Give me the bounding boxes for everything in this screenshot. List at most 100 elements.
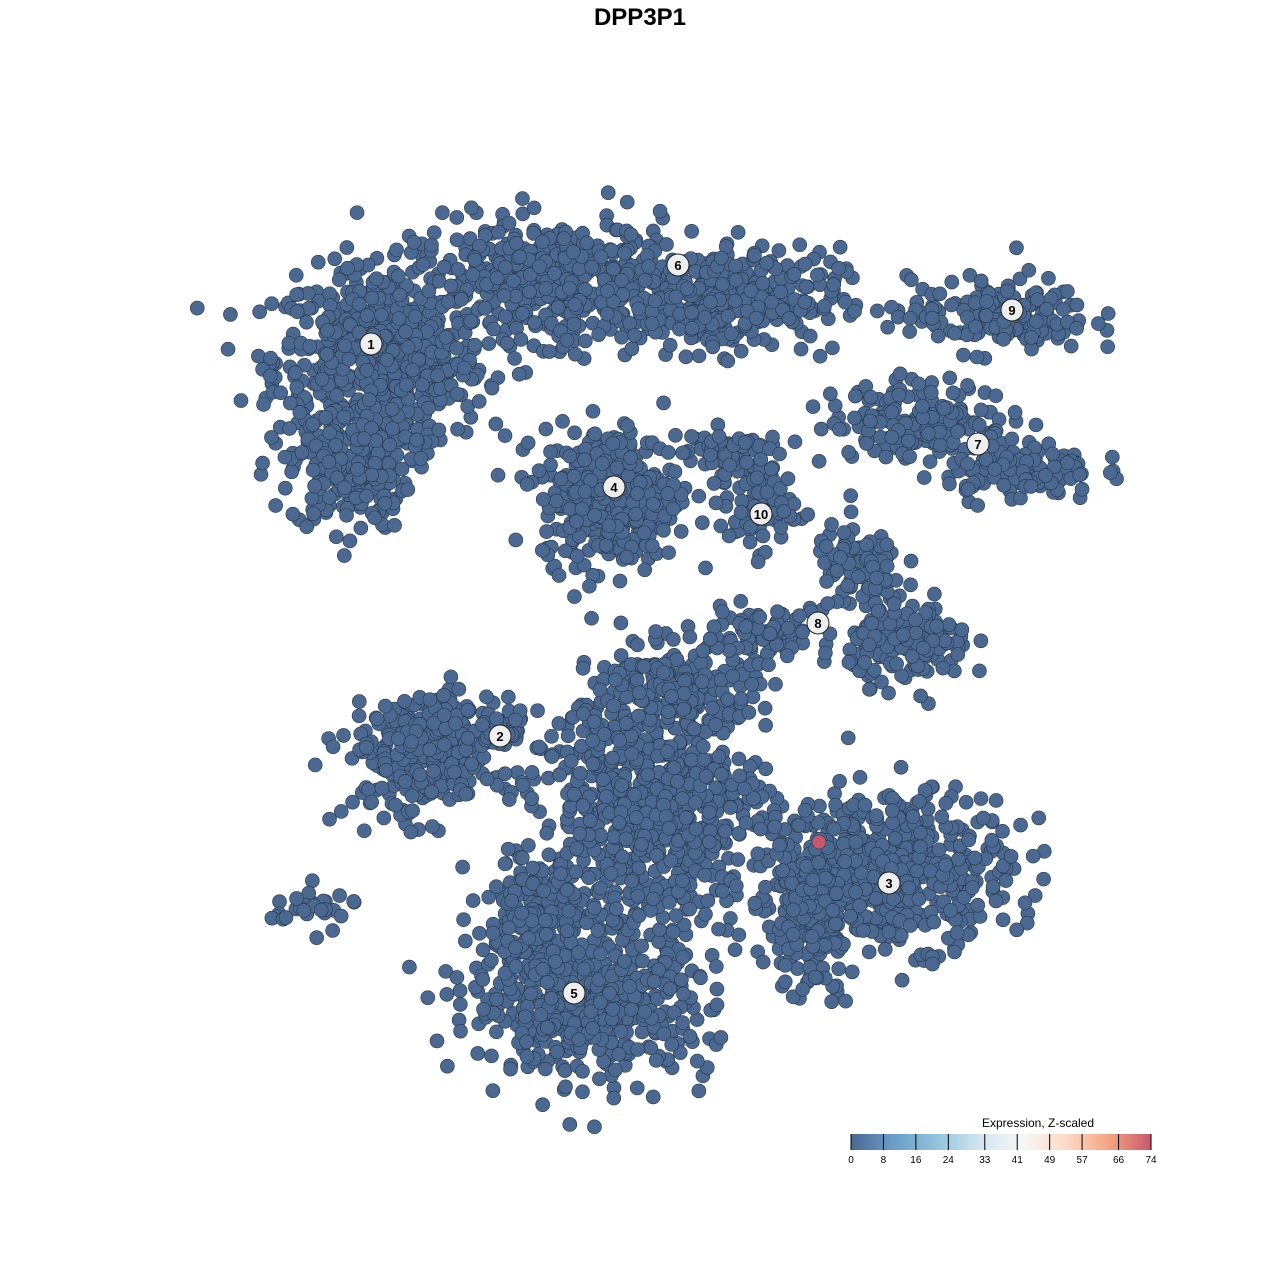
data-point bbox=[1060, 455, 1075, 471]
data-point bbox=[859, 537, 874, 553]
data-point bbox=[587, 1119, 602, 1135]
data-point bbox=[944, 297, 959, 313]
data-point bbox=[644, 316, 660, 331]
data-point bbox=[988, 893, 1004, 909]
data-point bbox=[322, 425, 338, 441]
data-point bbox=[294, 445, 310, 460]
data-point bbox=[1017, 895, 1033, 911]
data-point bbox=[606, 1090, 622, 1106]
data-point bbox=[475, 972, 491, 987]
data-point bbox=[608, 1062, 623, 1078]
data-point bbox=[998, 873, 1014, 888]
data-point bbox=[289, 380, 305, 395]
data-point bbox=[477, 301, 493, 316]
data-point bbox=[861, 944, 877, 960]
data-point bbox=[714, 604, 730, 620]
data-point bbox=[277, 480, 293, 496]
data-point bbox=[287, 365, 303, 380]
data-point bbox=[988, 388, 1004, 404]
data-point bbox=[328, 529, 344, 545]
data-point bbox=[364, 794, 379, 810]
data-point bbox=[826, 277, 841, 292]
data-point bbox=[969, 349, 985, 365]
data-point bbox=[539, 524, 554, 539]
data-point bbox=[927, 586, 942, 602]
data-point bbox=[938, 796, 954, 811]
data-point bbox=[820, 596, 835, 611]
data-point bbox=[753, 452, 769, 467]
data-point bbox=[289, 891, 304, 906]
data-point bbox=[949, 925, 965, 941]
data-point bbox=[630, 1042, 646, 1057]
data-point bbox=[973, 402, 989, 418]
data-point bbox=[901, 880, 917, 896]
data-point bbox=[984, 832, 1000, 848]
data-point bbox=[351, 708, 367, 724]
data-point bbox=[359, 488, 374, 504]
data-point bbox=[476, 1001, 491, 1017]
data-point bbox=[550, 299, 566, 315]
data-point bbox=[922, 454, 938, 469]
data-point bbox=[319, 347, 335, 362]
data-point bbox=[661, 445, 676, 460]
data-point bbox=[497, 856, 513, 872]
data-point bbox=[342, 533, 358, 549]
data-point bbox=[893, 759, 909, 775]
data-point bbox=[985, 879, 1001, 895]
data-point bbox=[684, 320, 700, 336]
data-point bbox=[436, 259, 452, 275]
data-point bbox=[591, 327, 606, 342]
data-point bbox=[938, 857, 954, 873]
data-point bbox=[624, 341, 640, 356]
data-point bbox=[1038, 468, 1053, 483]
data-point bbox=[711, 429, 727, 444]
data-point bbox=[634, 938, 649, 954]
data-point bbox=[351, 296, 367, 312]
data-point bbox=[391, 731, 406, 746]
data-point bbox=[460, 702, 476, 718]
data-point bbox=[758, 717, 773, 733]
data-point bbox=[273, 385, 288, 401]
data-point bbox=[923, 863, 938, 879]
data-point bbox=[941, 617, 957, 632]
data-point bbox=[647, 293, 663, 309]
data-point bbox=[674, 972, 689, 988]
chart-title: DPP3P1 bbox=[593, 4, 687, 31]
data-point bbox=[988, 793, 1004, 808]
data-point bbox=[350, 461, 365, 477]
data-point bbox=[884, 429, 900, 445]
data-point bbox=[310, 254, 326, 270]
data-point bbox=[759, 484, 775, 500]
data-point bbox=[508, 235, 524, 251]
data-point bbox=[1009, 922, 1025, 938]
data-point bbox=[453, 997, 468, 1012]
data-point bbox=[648, 1053, 664, 1068]
data-point bbox=[944, 274, 960, 290]
data-point bbox=[538, 1061, 553, 1077]
data-point bbox=[569, 514, 584, 529]
data-point bbox=[971, 417, 987, 433]
data-point bbox=[451, 681, 467, 697]
data-point bbox=[637, 273, 653, 288]
data-point bbox=[449, 232, 465, 248]
data-point bbox=[708, 495, 724, 511]
data-point bbox=[331, 272, 347, 288]
data-point bbox=[400, 482, 416, 497]
data-point bbox=[329, 470, 345, 486]
data-point bbox=[430, 368, 445, 383]
data-point bbox=[869, 808, 884, 823]
data-point bbox=[539, 1020, 555, 1035]
data-point bbox=[1003, 849, 1019, 864]
data-point bbox=[549, 493, 564, 509]
data-point bbox=[935, 660, 951, 676]
data-point bbox=[465, 893, 481, 908]
data-point bbox=[605, 436, 621, 451]
data-point bbox=[220, 341, 236, 357]
data-point bbox=[908, 625, 924, 640]
data-point bbox=[950, 424, 965, 439]
data-point bbox=[675, 445, 690, 461]
data-point bbox=[407, 309, 423, 324]
data-point bbox=[595, 456, 610, 471]
data-point bbox=[691, 348, 707, 364]
data-point bbox=[720, 353, 736, 369]
